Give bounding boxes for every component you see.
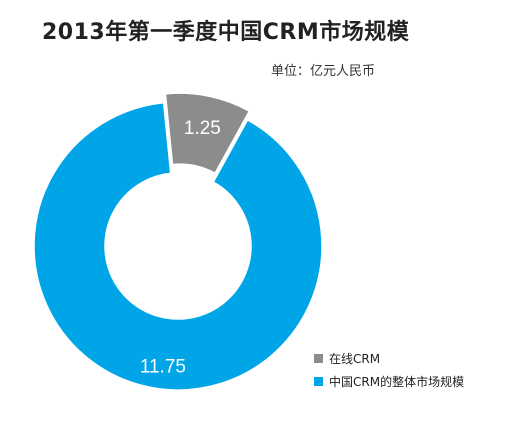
value-label-total-crm-market: 11.75 [140,357,186,378]
legend-item-total-crm-market: 中国CRM的整体市场规模 [314,370,464,393]
slice-online-crm [164,92,251,175]
unit-label: 单位：亿元人民币 [271,64,376,79]
legend-swatch-online-crm [314,354,323,363]
value-label-online-crm: 1.25 [184,118,221,139]
chart-title: 2013年第一季度中国CRM市场规模 [42,20,410,45]
legend-swatch-total-crm-market [314,377,323,386]
slice-total-crm-market [33,101,323,391]
legend-item-online-crm: 在线CRM [314,347,464,370]
legend: 在线CRM 中国CRM的整体市场规模 [314,347,464,393]
legend-label-total-crm-market: 中国CRM的整体市场规模 [329,375,465,389]
legend-label-online-crm: 在线CRM [329,352,381,366]
